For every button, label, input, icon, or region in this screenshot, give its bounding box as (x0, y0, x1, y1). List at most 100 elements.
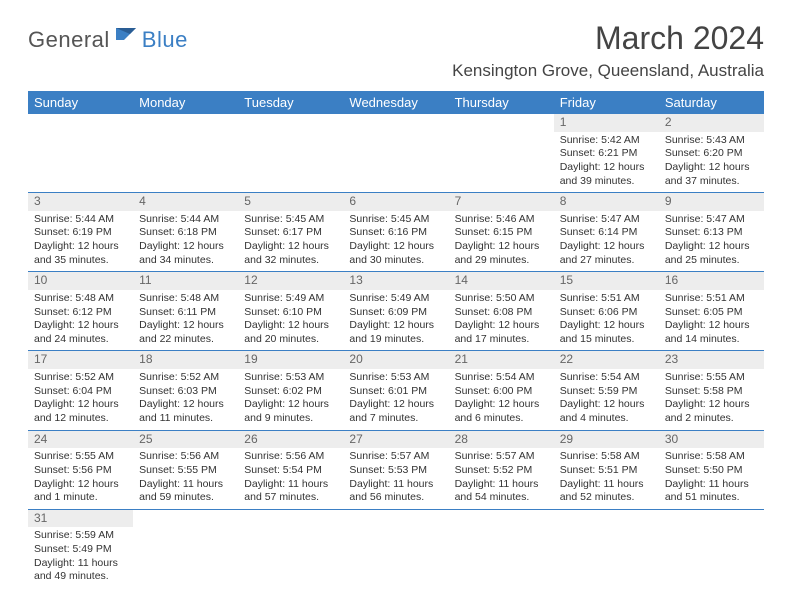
daylight-line2: and 6 minutes. (455, 412, 548, 426)
calendar-day: 10Sunrise: 5:48 AMSunset: 6:12 PMDayligh… (28, 272, 133, 351)
day-number: 15 (554, 272, 659, 290)
sunrise-text: Sunrise: 5:47 AM (560, 213, 653, 227)
day-content: Sunrise: 5:55 AMSunset: 5:58 PMDaylight:… (659, 369, 764, 430)
sunset-text: Sunset: 5:52 PM (455, 464, 548, 478)
sunrise-text: Sunrise: 5:58 AM (560, 450, 653, 464)
daylight-line1: Daylight: 12 hours (34, 240, 127, 254)
daylight-line1: Daylight: 12 hours (139, 240, 232, 254)
sunrise-text: Sunrise: 5:53 AM (349, 371, 442, 385)
day-number: 6 (343, 193, 448, 211)
calendar-day: 28Sunrise: 5:57 AMSunset: 5:52 PMDayligh… (449, 430, 554, 509)
sunset-text: Sunset: 6:03 PM (139, 385, 232, 399)
day-number: 1 (554, 114, 659, 132)
day-number: 25 (133, 431, 238, 449)
page-title: March 2024 (452, 20, 764, 57)
sunrise-text: Sunrise: 5:43 AM (665, 134, 758, 148)
day-number: 24 (28, 431, 133, 449)
daylight-line2: and 25 minutes. (665, 254, 758, 268)
sunrise-text: Sunrise: 5:46 AM (455, 213, 548, 227)
day-content: Sunrise: 5:45 AMSunset: 6:16 PMDaylight:… (343, 211, 448, 272)
day-content: Sunrise: 5:57 AMSunset: 5:53 PMDaylight:… (343, 448, 448, 509)
day-number: 9 (659, 193, 764, 211)
calendar-day: 18Sunrise: 5:52 AMSunset: 6:03 PMDayligh… (133, 351, 238, 430)
sunrise-text: Sunrise: 5:52 AM (34, 371, 127, 385)
sunset-text: Sunset: 6:20 PM (665, 147, 758, 161)
daylight-line2: and 35 minutes. (34, 254, 127, 268)
daylight-line2: and 15 minutes. (560, 333, 653, 347)
calendar-day: 20Sunrise: 5:53 AMSunset: 6:01 PMDayligh… (343, 351, 448, 430)
sunset-text: Sunset: 6:02 PM (244, 385, 337, 399)
daylight-line1: Daylight: 12 hours (665, 161, 758, 175)
day-number: 28 (449, 431, 554, 449)
daylight-line1: Daylight: 12 hours (455, 240, 548, 254)
day-number: 22 (554, 351, 659, 369)
sunset-text: Sunset: 6:00 PM (455, 385, 548, 399)
daylight-line1: Daylight: 12 hours (665, 240, 758, 254)
day-content: Sunrise: 5:51 AMSunset: 6:05 PMDaylight:… (659, 290, 764, 351)
daylight-line1: Daylight: 12 hours (455, 398, 548, 412)
daylight-line2: and 19 minutes. (349, 333, 442, 347)
daylight-line1: Daylight: 11 hours (349, 478, 442, 492)
day-number: 30 (659, 431, 764, 449)
daylight-line2: and 17 minutes. (455, 333, 548, 347)
daylight-line2: and 39 minutes. (560, 175, 653, 189)
sunrise-text: Sunrise: 5:53 AM (244, 371, 337, 385)
calendar-day (659, 509, 764, 588)
calendar-day: 29Sunrise: 5:58 AMSunset: 5:51 PMDayligh… (554, 430, 659, 509)
day-content: Sunrise: 5:55 AMSunset: 5:56 PMDaylight:… (28, 448, 133, 509)
calendar-day (238, 114, 343, 193)
logo-text-general: General (28, 27, 110, 53)
title-block: March 2024 Kensington Grove, Queensland,… (452, 20, 764, 81)
day-content: Sunrise: 5:42 AMSunset: 6:21 PMDaylight:… (554, 132, 659, 193)
calendar-day (238, 509, 343, 588)
day-number: 20 (343, 351, 448, 369)
calendar-day (133, 509, 238, 588)
sunset-text: Sunset: 6:12 PM (34, 306, 127, 320)
day-number: 31 (28, 510, 133, 528)
calendar-day: 3Sunrise: 5:44 AMSunset: 6:19 PMDaylight… (28, 193, 133, 272)
day-content: Sunrise: 5:48 AMSunset: 6:12 PMDaylight:… (28, 290, 133, 351)
day-content: Sunrise: 5:52 AMSunset: 6:03 PMDaylight:… (133, 369, 238, 430)
calendar-day (449, 509, 554, 588)
daylight-line2: and 51 minutes. (665, 491, 758, 505)
calendar-day: 17Sunrise: 5:52 AMSunset: 6:04 PMDayligh… (28, 351, 133, 430)
daylight-line2: and 34 minutes. (139, 254, 232, 268)
sunset-text: Sunset: 6:10 PM (244, 306, 337, 320)
day-number: 16 (659, 272, 764, 290)
sunset-text: Sunset: 5:51 PM (560, 464, 653, 478)
day-content: Sunrise: 5:58 AMSunset: 5:50 PMDaylight:… (659, 448, 764, 509)
sunrise-text: Sunrise: 5:51 AM (665, 292, 758, 306)
day-header: Friday (554, 91, 659, 114)
daylight-line1: Daylight: 11 hours (244, 478, 337, 492)
day-number: 27 (343, 431, 448, 449)
calendar-day: 6Sunrise: 5:45 AMSunset: 6:16 PMDaylight… (343, 193, 448, 272)
daylight-line1: Daylight: 11 hours (139, 478, 232, 492)
sunrise-text: Sunrise: 5:44 AM (34, 213, 127, 227)
calendar-day: 19 Sunrise: 5:53 AMSunset: 6:02 PMDayligh… (238, 351, 343, 430)
sunset-text: Sunset: 6:18 PM (139, 226, 232, 240)
day-content: Sunrise: 5:49 AMSunset: 6:10 PMDaylight:… (238, 290, 343, 351)
daylight-line1: Daylight: 12 hours (244, 398, 337, 412)
sunrise-text: Sunrise: 5:55 AM (34, 450, 127, 464)
day-content: Sunrise: 5:57 AMSunset: 5:52 PMDaylight:… (449, 448, 554, 509)
sunrise-text: Sunrise: 5:44 AM (139, 213, 232, 227)
calendar-day: 27Sunrise: 5:57 AMSunset: 5:53 PMDayligh… (343, 430, 448, 509)
daylight-line1: Daylight: 12 hours (349, 398, 442, 412)
page-subtitle: Kensington Grove, Queensland, Australia (452, 61, 764, 81)
sunset-text: Sunset: 6:06 PM (560, 306, 653, 320)
sunset-text: Sunset: 6:13 PM (665, 226, 758, 240)
day-content: Sunrise: 5:44 AMSunset: 6:18 PMDaylight:… (133, 211, 238, 272)
sunset-text: Sunset: 6:09 PM (349, 306, 442, 320)
calendar-day: 15Sunrise: 5:51 AMSunset: 6:06 PMDayligh… (554, 272, 659, 351)
daylight-line2: and 52 minutes. (560, 491, 653, 505)
daylight-line1: Daylight: 12 hours (34, 398, 127, 412)
day-header: Thursday (449, 91, 554, 114)
day-content: Sunrise: 5:51 AMSunset: 6:06 PMDaylight:… (554, 290, 659, 351)
daylight-line2: and 11 minutes. (139, 412, 232, 426)
daylight-line2: and 32 minutes. (244, 254, 337, 268)
sunrise-text: Sunrise: 5:52 AM (139, 371, 232, 385)
sunset-text: Sunset: 6:05 PM (665, 306, 758, 320)
daylight-line2: and 1 minute. (34, 491, 127, 505)
day-number: 19 (238, 351, 343, 369)
day-number: 10 (28, 272, 133, 290)
